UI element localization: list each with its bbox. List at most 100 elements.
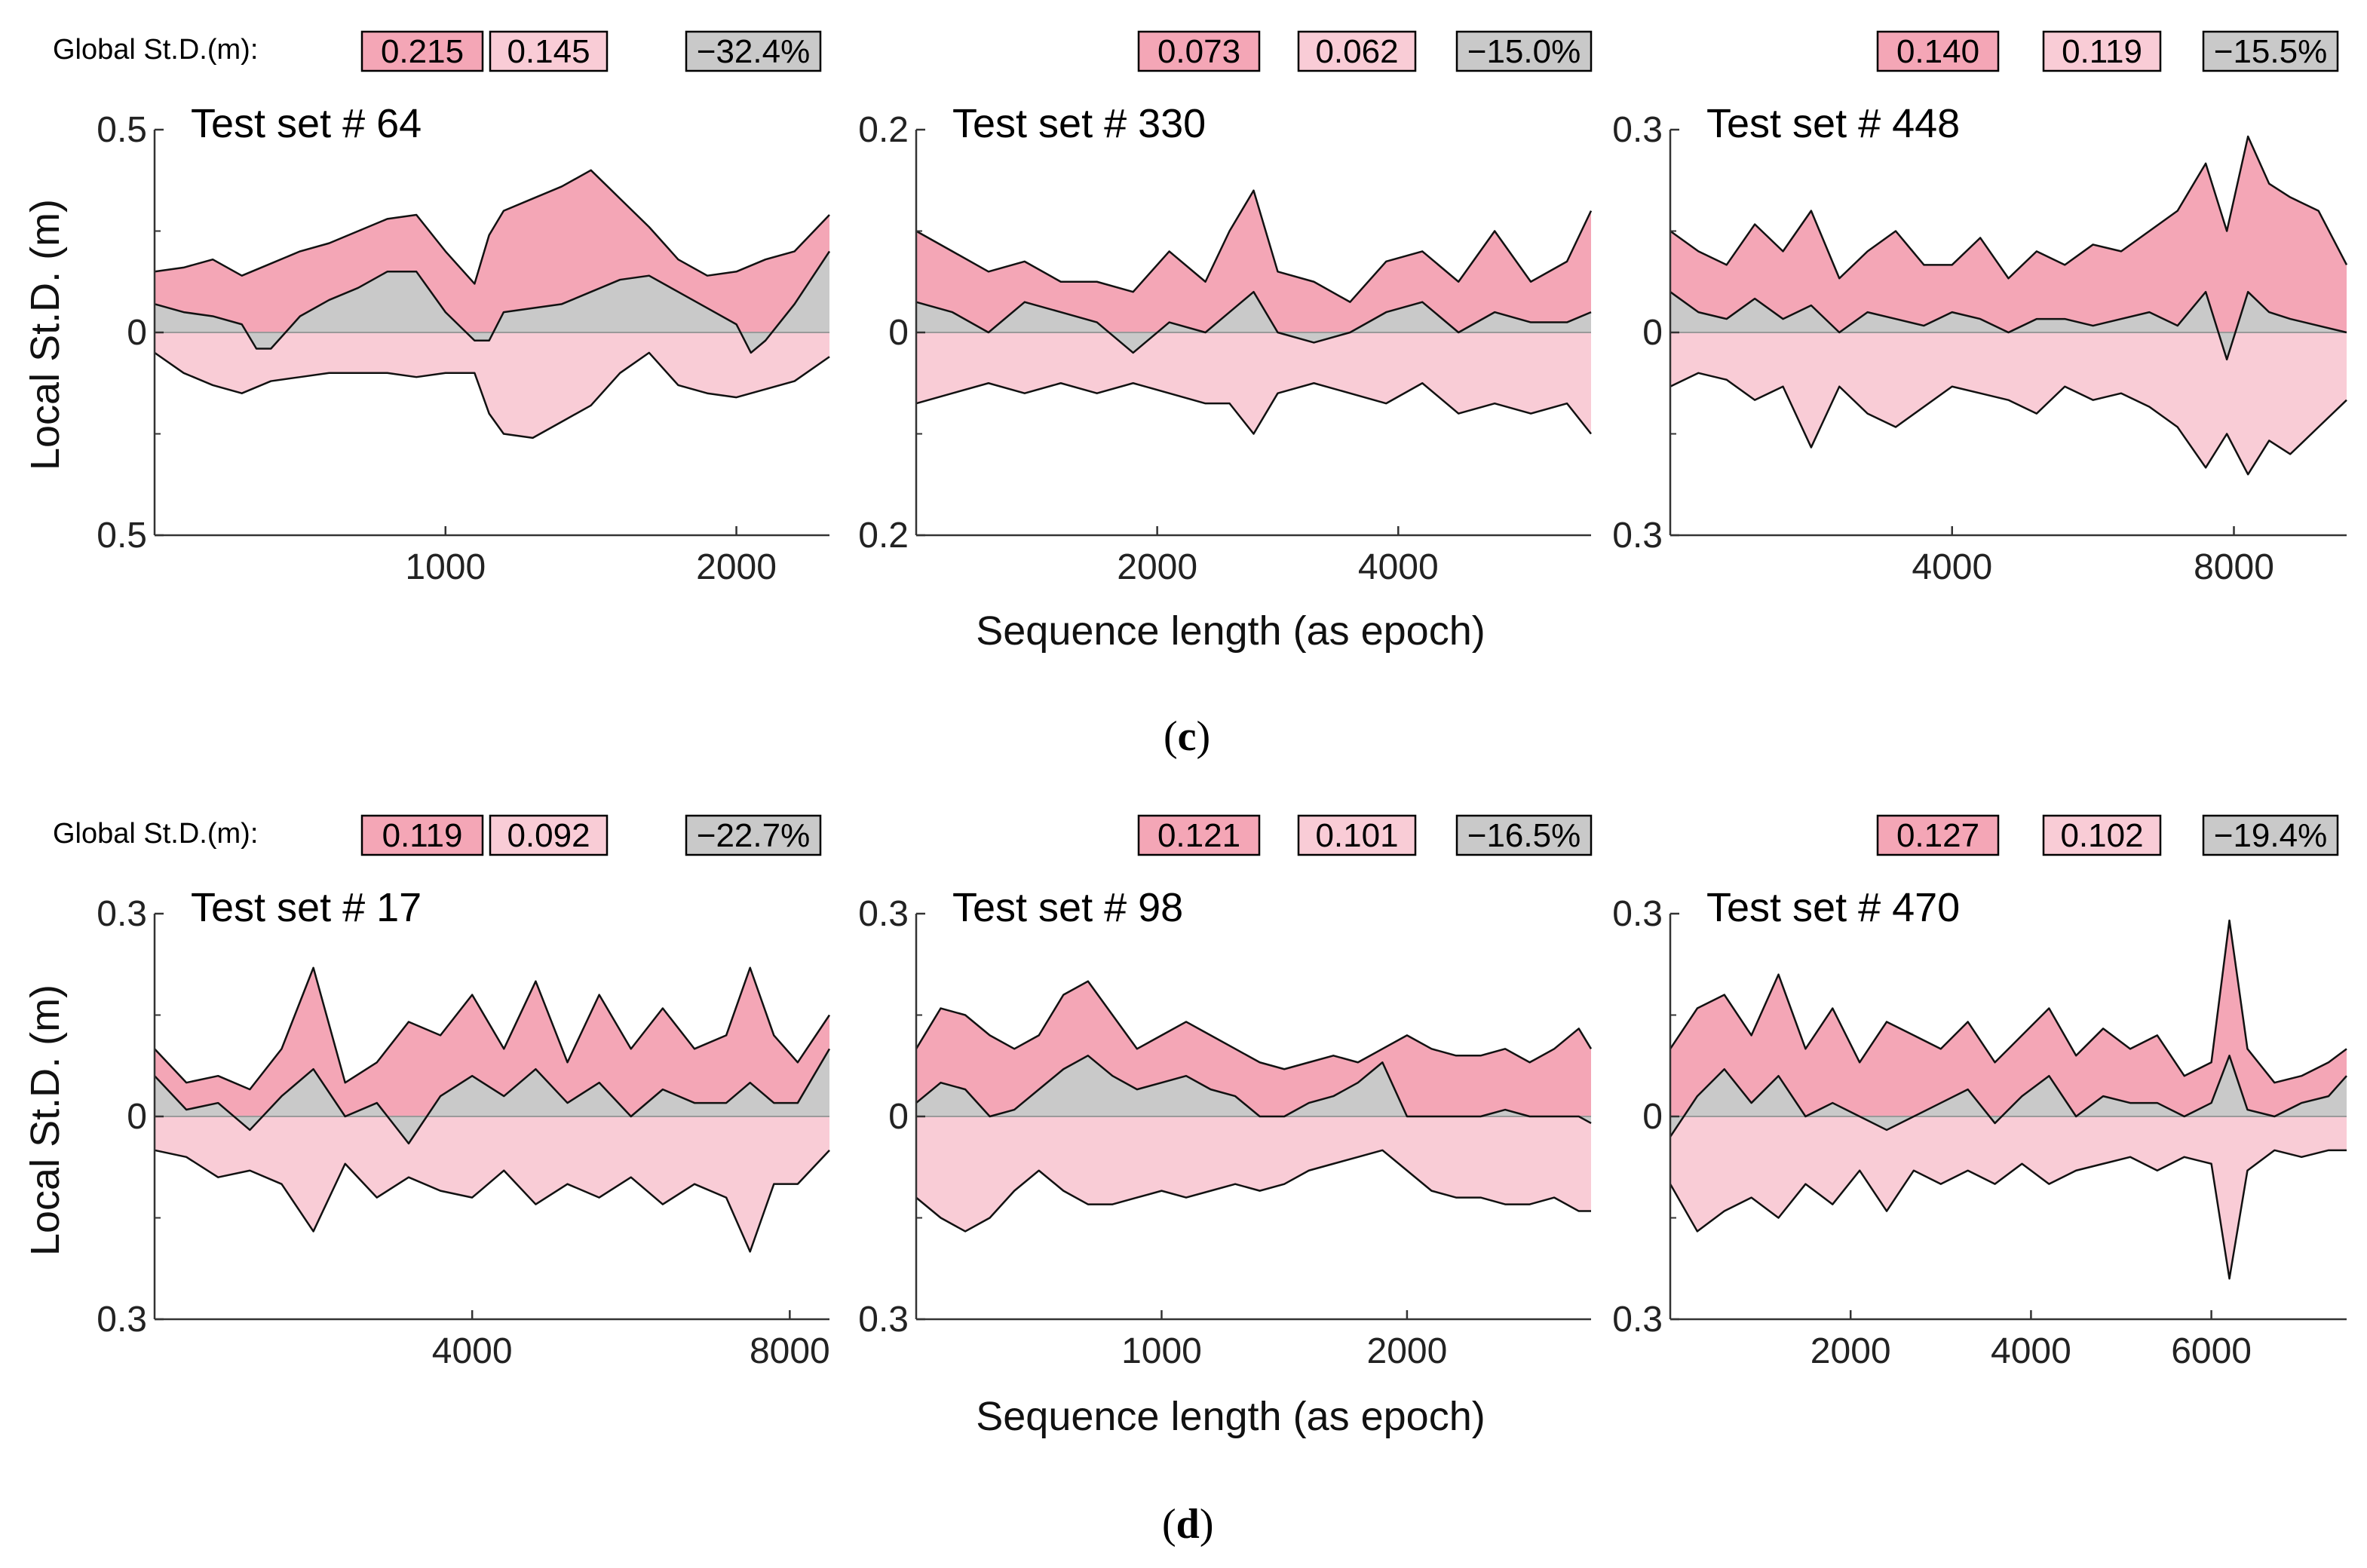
global-std-value-lower: 0.062 [1315, 33, 1398, 70]
caption-c-letter: c [1178, 713, 1197, 760]
x-tick-label: 4000 [432, 1331, 513, 1371]
global-std-box-lower [2042, 30, 2162, 72]
lower-std-area [916, 332, 1591, 434]
panel-2: 0.2 0 0.2 2000 4000 Test set # 330 [858, 101, 1593, 587]
upper-std-line [915, 189, 1593, 303]
x-tick-label: 4000 [1991, 1331, 2071, 1371]
global-std-box-upper [1137, 814, 1261, 856]
global-std-boxes-panel-4: 0.119 0.092 −22.7% [360, 814, 822, 856]
difference-line [154, 250, 831, 354]
lower-std-line [154, 1149, 830, 1253]
global-std-value-diff: −22.7% [697, 817, 810, 854]
global-std-boxes-panel-6: 0.127 0.102 −19.4% [1876, 814, 2339, 856]
lower-std-area [916, 1116, 1591, 1232]
upper-std-line [154, 966, 831, 1091]
global-std-label-c: Global St.D.(m): [53, 34, 258, 66]
difference-line [1669, 290, 2347, 361]
y-tick-label: 0.2 [858, 110, 909, 150]
lower-std-line [915, 382, 1592, 435]
y-tick-label: 0 [1642, 1097, 1663, 1137]
x-tick-label: 2000 [1367, 1331, 1448, 1371]
global-std-boxes-panel-3: 0.140 0.119 −15.5% [1876, 30, 2339, 72]
global-std-value-upper: 0.119 [382, 817, 463, 854]
global-std-value-lower: 0.102 [2060, 817, 2143, 854]
y-axis-label-c: Local St.D. (m) [23, 199, 68, 470]
y-tick-label: 0.2 [858, 516, 909, 556]
global-std-box-lower [489, 30, 609, 72]
global-std-value-diff: −15.5% [2214, 33, 2327, 70]
y-tick-label: 0.3 [97, 894, 147, 934]
global-std-value-diff: −32.4% [697, 33, 810, 70]
lower-std-area [155, 332, 829, 438]
x-tick-label: 2000 [1811, 1331, 1891, 1371]
panel-1: 0.5 0 0.5 1000 2000 Test set # 64 [97, 101, 831, 587]
global-std-value-lower: 0.092 [507, 817, 590, 854]
global-std-boxes-panel-5: 0.121 0.101 −16.5% [1137, 814, 1593, 856]
panel-title: Test set # 17 [191, 885, 422, 930]
global-std-value-diff: −19.4% [2214, 817, 2327, 854]
lower-std-area [155, 1116, 829, 1252]
global-std-box-diff [1455, 814, 1593, 856]
x-axis-label-c: Sequence length (as epoch) [976, 608, 1485, 654]
global-std-label-d: Global St.D.(m): [53, 818, 258, 850]
y-tick-label: 0 [127, 1097, 147, 1137]
x-tick-label: 8000 [2194, 547, 2274, 587]
y-tick-label: 0.5 [97, 110, 147, 150]
global-std-box-upper [360, 814, 484, 856]
upper-std-line [1669, 135, 2348, 280]
upper-std-area [916, 981, 1591, 1116]
global-std-box-lower [1297, 814, 1417, 856]
panel-5: 0.3 0 0.3 1000 2000 Test set # 98 [858, 885, 1593, 1371]
global-std-value-upper: 0.140 [1896, 33, 1979, 70]
global-std-value-lower: 0.101 [1315, 817, 1398, 854]
global-std-box-diff [1455, 30, 1593, 72]
global-std-box-lower [489, 814, 609, 856]
panel-title: Test set # 330 [952, 101, 1206, 146]
y-tick-label: 0.5 [97, 516, 147, 556]
global-std-value-lower: 0.119 [2062, 33, 2142, 70]
panel-6: 0.3 0 0.3 2000 4000 6000 Test set # 470 [1612, 885, 2347, 1371]
difference-area [155, 251, 829, 353]
x-tick-label: 4000 [1358, 547, 1439, 587]
global-std-box-diff [685, 30, 822, 72]
global-std-box-diff [685, 814, 822, 856]
y-tick-label: 0.3 [1612, 110, 1663, 150]
global-std-value-diff: −15.0% [1467, 33, 1581, 70]
y-tick-label: 0 [888, 313, 909, 353]
y-tick-label: 0.3 [858, 1300, 909, 1340]
y-tick-label: 0.3 [1612, 516, 1663, 556]
lower-std-line [154, 351, 830, 439]
global-std-value-upper: 0.127 [1896, 817, 1979, 854]
difference-area [916, 1055, 1591, 1123]
global-std-box-lower [1297, 30, 1417, 72]
y-tick-label: 0 [1642, 313, 1663, 353]
x-tick-label: 6000 [2171, 1331, 2252, 1371]
difference-area [916, 292, 1591, 353]
difference-line [915, 290, 1592, 354]
y-axis-label-d: Local St.D. (m) [23, 985, 68, 1256]
difference-line [1669, 1055, 2347, 1138]
upper-std-line [154, 169, 830, 285]
global-std-value-upper: 0.073 [1157, 33, 1240, 70]
upper-std-area [916, 190, 1591, 332]
global-std-value-upper: 0.215 [381, 33, 464, 70]
x-tick-label: 1000 [1121, 1331, 1202, 1371]
x-axis-label-d: Sequence length (as epoch) [976, 1394, 1485, 1439]
lower-std-area [1670, 1116, 2347, 1279]
global-std-value-diff: −16.5% [1467, 817, 1581, 854]
lower-std-line [915, 1149, 1591, 1233]
difference-line [915, 1055, 1592, 1125]
upper-std-area [1670, 136, 2347, 332]
panel-title: Test set # 98 [952, 885, 1183, 930]
global-std-boxes-panel-1: 0.215 0.145 −32.4% [360, 30, 822, 72]
x-tick-label: 2000 [696, 547, 777, 587]
upper-std-line [1669, 919, 2347, 1084]
y-tick-label: 0.3 [1612, 894, 1663, 934]
global-std-box-upper [360, 30, 484, 72]
panel-3: 0.3 0 0.3 4000 8000 Test set # 448 [1612, 101, 2348, 587]
caption-d: (d) [1162, 1501, 1213, 1548]
x-tick-label: 2000 [1117, 547, 1197, 587]
global-std-box-upper [1876, 30, 2000, 72]
y-tick-label: 0.3 [858, 894, 909, 934]
